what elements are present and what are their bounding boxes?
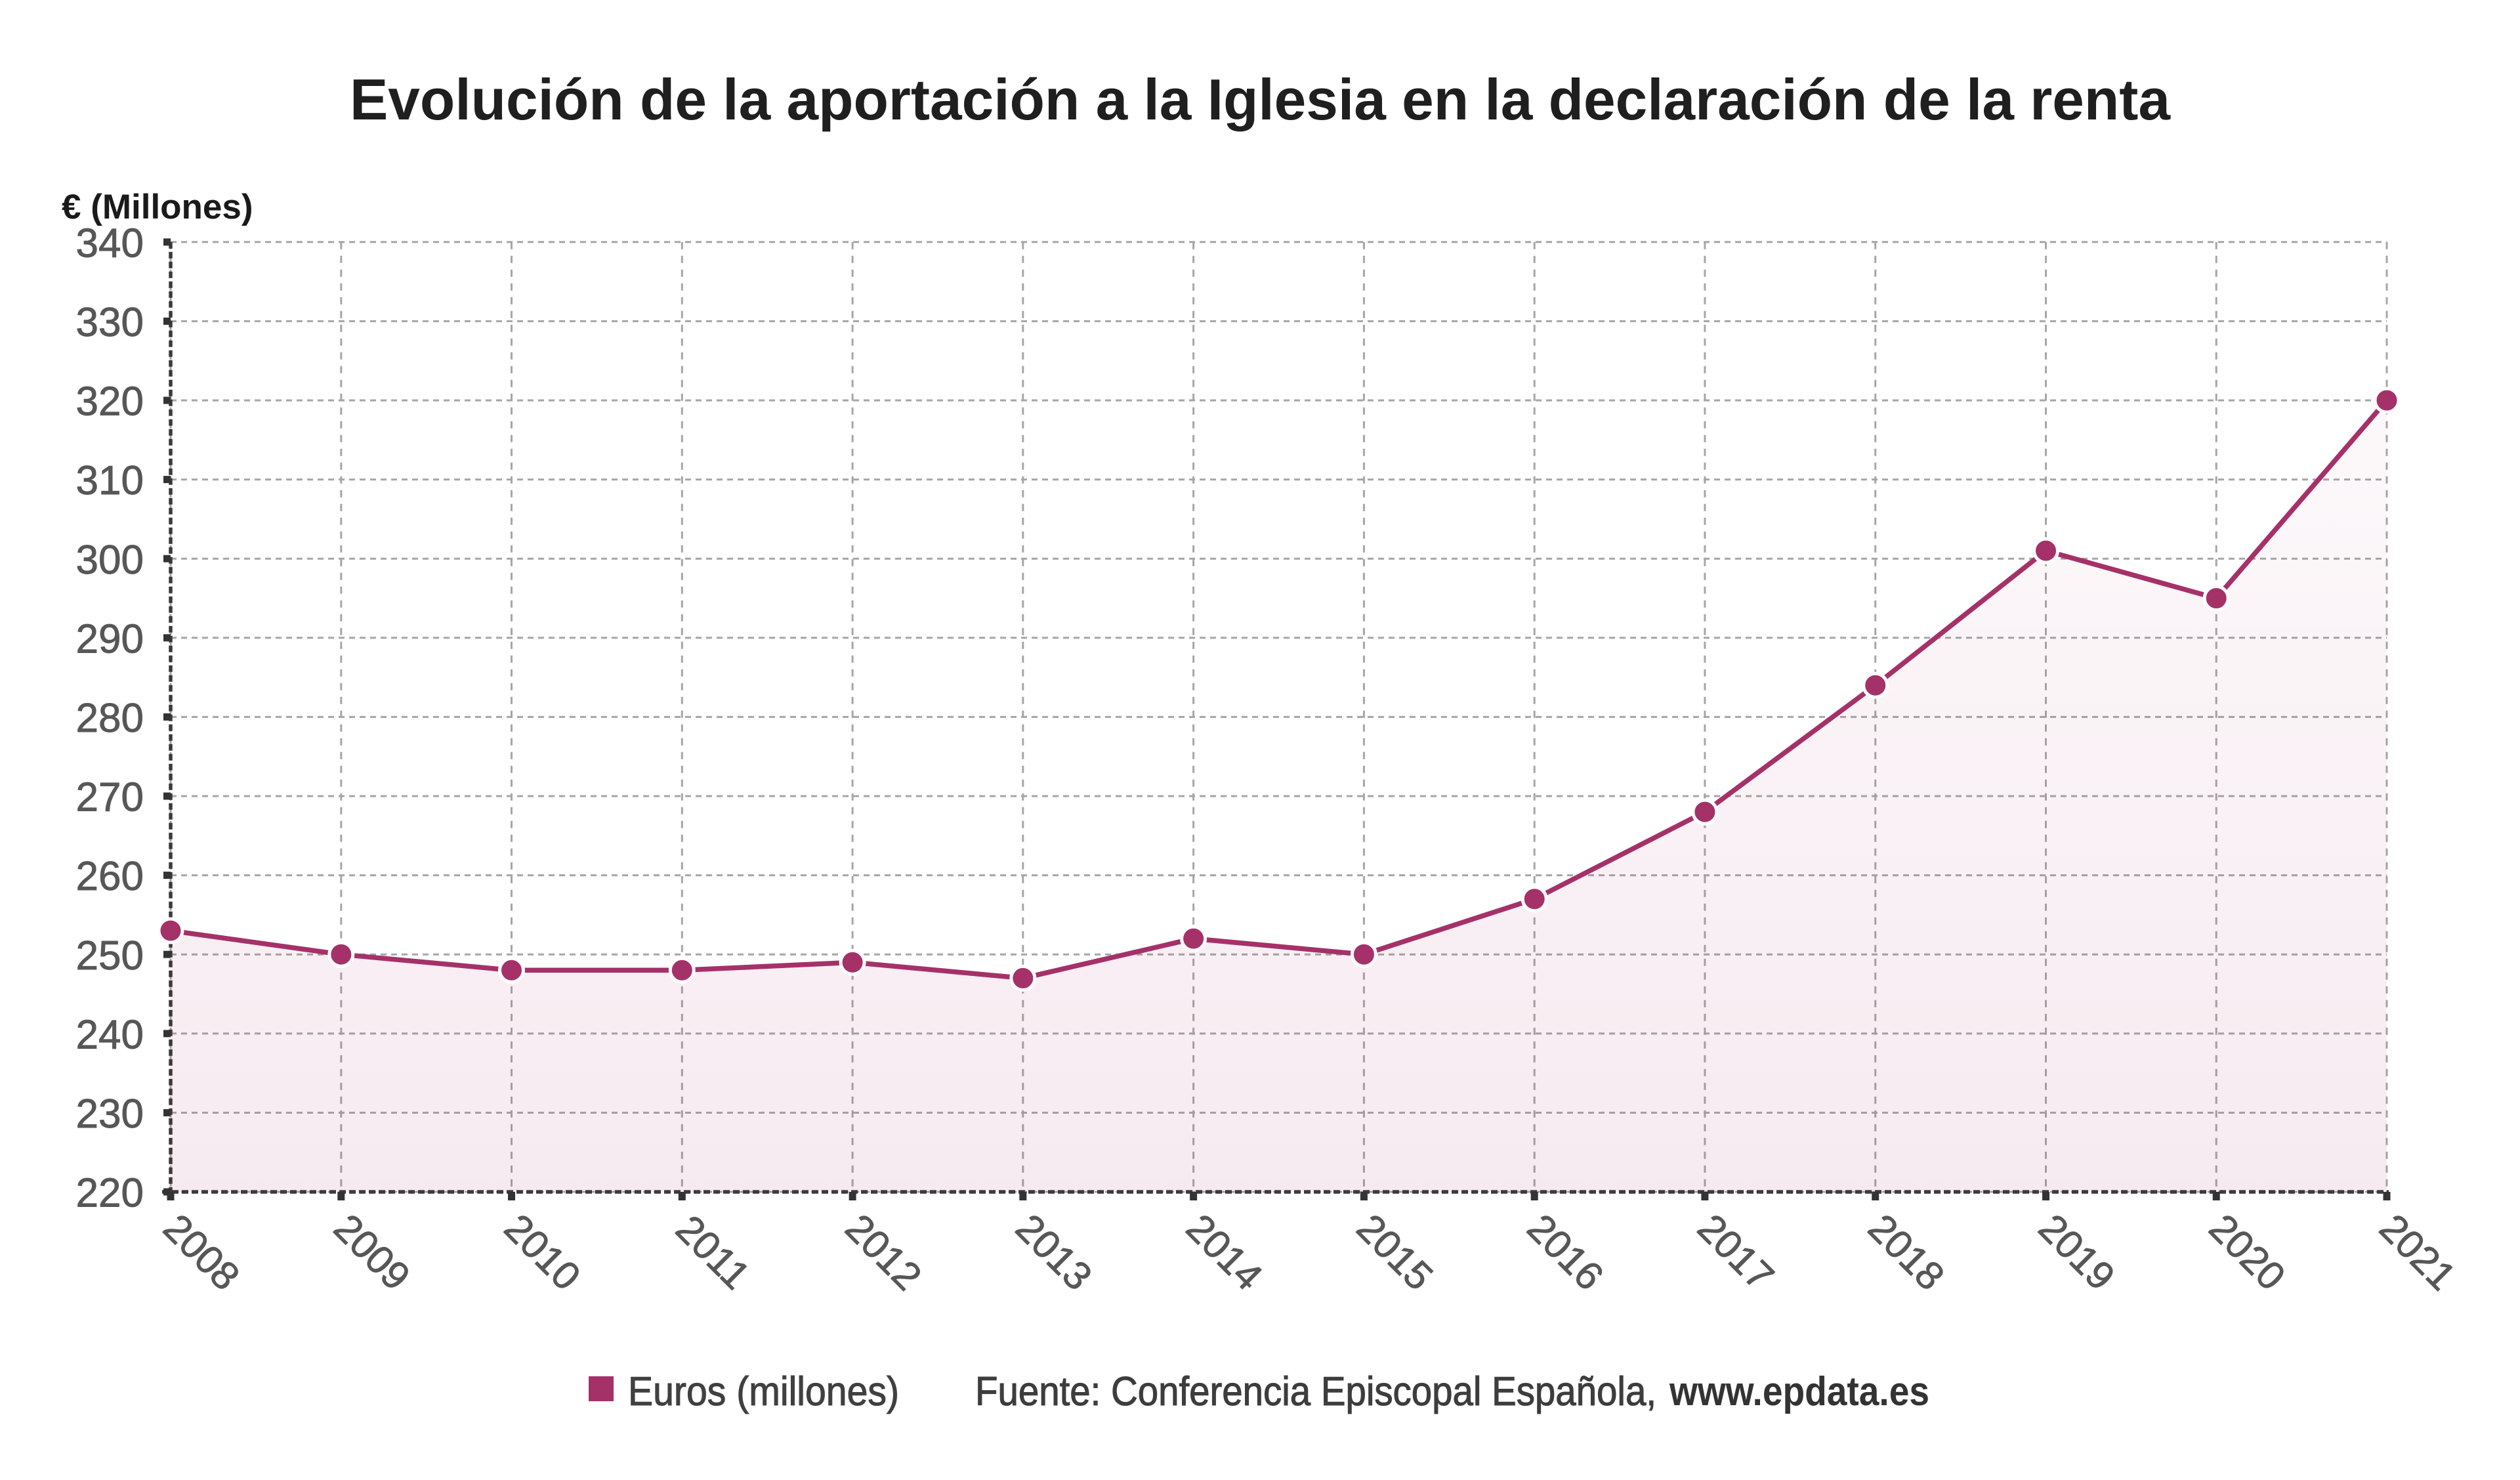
svg-text:Euros (millones): Euros (millones) [628, 1369, 899, 1414]
svg-text:320: 320 [76, 379, 144, 425]
svg-text:250: 250 [76, 933, 144, 979]
svg-text:340: 340 [76, 221, 144, 266]
svg-text:Evolución de la aportación a l: Evolución de la aportación a la Iglesia … [350, 67, 2171, 132]
svg-text:260: 260 [76, 854, 144, 899]
svg-text:280: 280 [76, 696, 144, 741]
svg-text:290: 290 [76, 616, 144, 662]
svg-text:€ (Millones): € (Millones) [62, 188, 253, 226]
svg-text:240: 240 [76, 1012, 144, 1057]
svg-text:270: 270 [76, 775, 144, 820]
svg-text:230: 230 [76, 1091, 144, 1137]
svg-text:Fuente: Conferencia Episcopal: Fuente: Conferencia Episcopal Española, [975, 1369, 1656, 1414]
svg-text:310: 310 [76, 458, 144, 503]
svg-text:www.epdata.es: www.epdata.es [1669, 1369, 1929, 1414]
svg-text:300: 300 [76, 538, 144, 583]
svg-text:330: 330 [76, 300, 144, 345]
svg-text:220: 220 [76, 1171, 144, 1216]
